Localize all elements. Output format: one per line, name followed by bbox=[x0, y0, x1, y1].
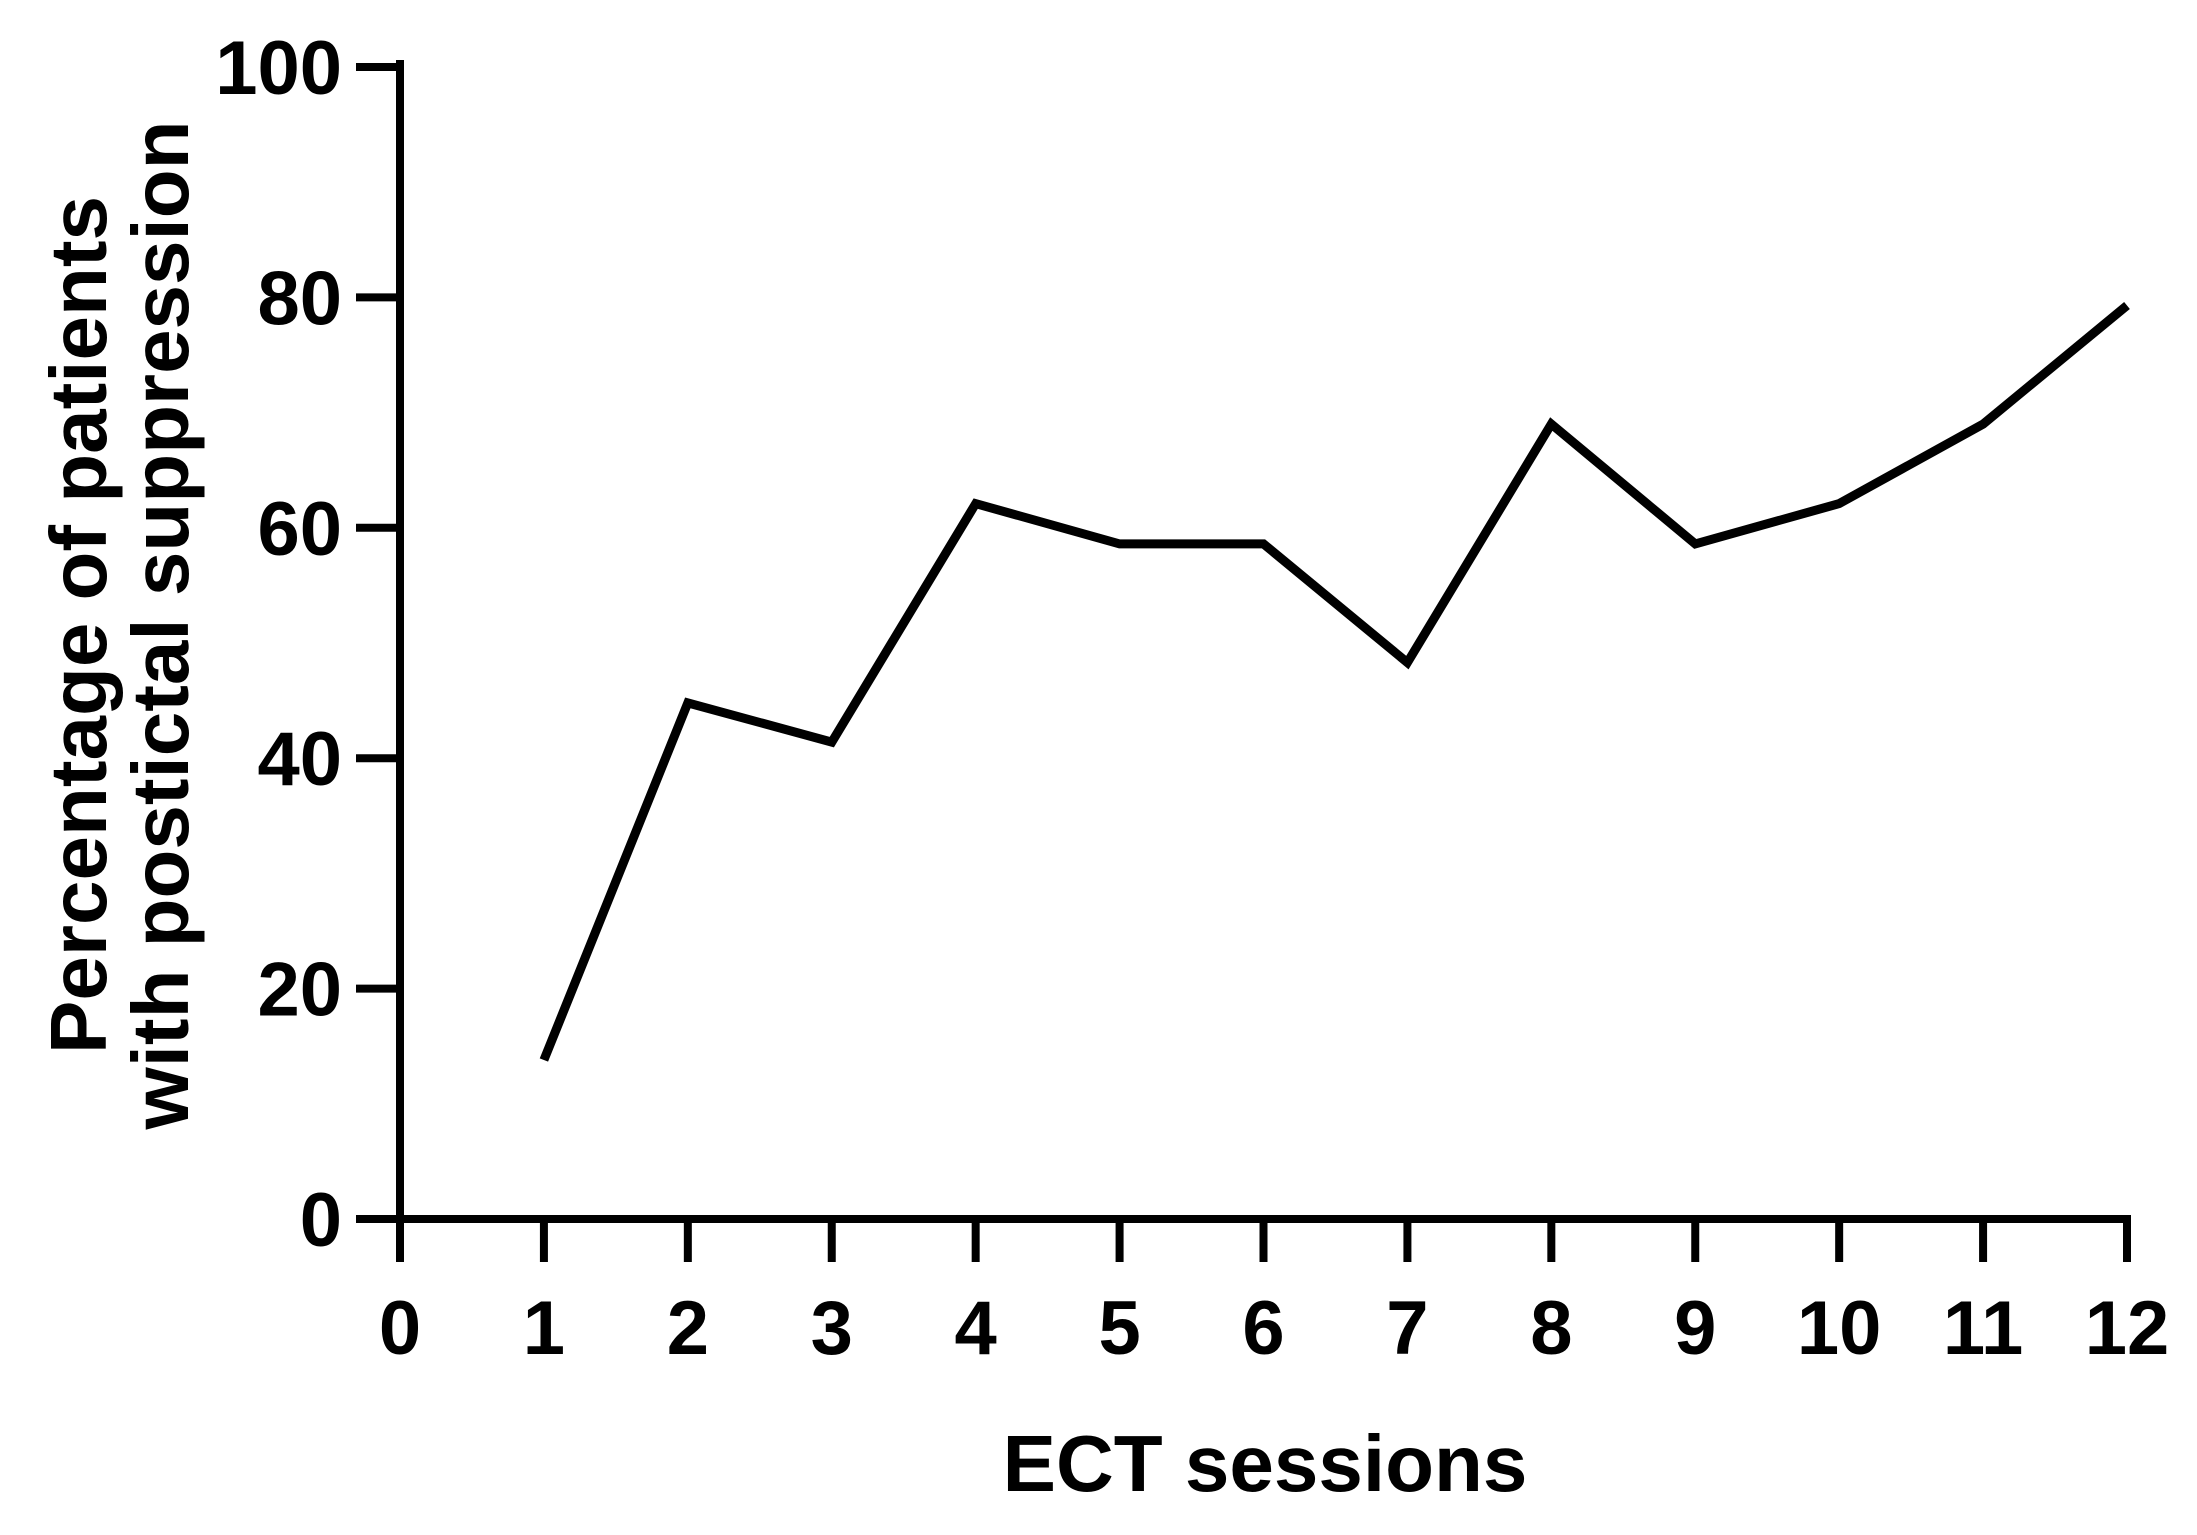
x-tick-label: 6 bbox=[1242, 1286, 1284, 1371]
y-axis-ticks: 0 20 40 60 80 100 bbox=[215, 26, 400, 1263]
x-tick-label: 4 bbox=[955, 1286, 997, 1371]
y-axis-title: Percentage of patients with postictal su… bbox=[34, 120, 205, 1130]
y-tick-label: 20 bbox=[257, 948, 342, 1033]
x-axis-ticks: 0 1 2 3 4 5 6 7 8 9 10 11 12 bbox=[379, 1219, 2169, 1371]
x-tick-label: 9 bbox=[1674, 1286, 1716, 1371]
x-tick-label: 10 bbox=[1797, 1286, 1882, 1371]
x-tick-label: 12 bbox=[2085, 1286, 2170, 1371]
series-line bbox=[539, 302, 2130, 1062]
x-tick-label: 11 bbox=[1943, 1286, 2023, 1371]
x-tick-label: 0 bbox=[379, 1286, 421, 1371]
axes bbox=[396, 60, 2131, 1227]
y-tick-label: 80 bbox=[257, 256, 342, 341]
x-tick-label: 3 bbox=[811, 1286, 853, 1371]
y-axis-title-line-1: Percentage of patients bbox=[34, 196, 123, 1054]
y-axis-title-line-2: with postictal suppression bbox=[116, 120, 205, 1130]
y-tick-label: 0 bbox=[300, 1178, 342, 1263]
series-group bbox=[539, 302, 2130, 1062]
y-tick-label: 40 bbox=[257, 717, 342, 802]
y-tick-label: 100 bbox=[215, 26, 342, 111]
y-tick-label: 60 bbox=[257, 487, 342, 572]
x-tick-label: 8 bbox=[1530, 1286, 1572, 1371]
x-tick-label: 2 bbox=[667, 1286, 709, 1371]
x-axis-title: ECT sessions bbox=[1003, 1419, 1528, 1508]
x-tick-label: 7 bbox=[1386, 1286, 1428, 1371]
x-tick-label: 5 bbox=[1098, 1286, 1140, 1371]
x-tick-label: 1 bbox=[523, 1286, 565, 1371]
